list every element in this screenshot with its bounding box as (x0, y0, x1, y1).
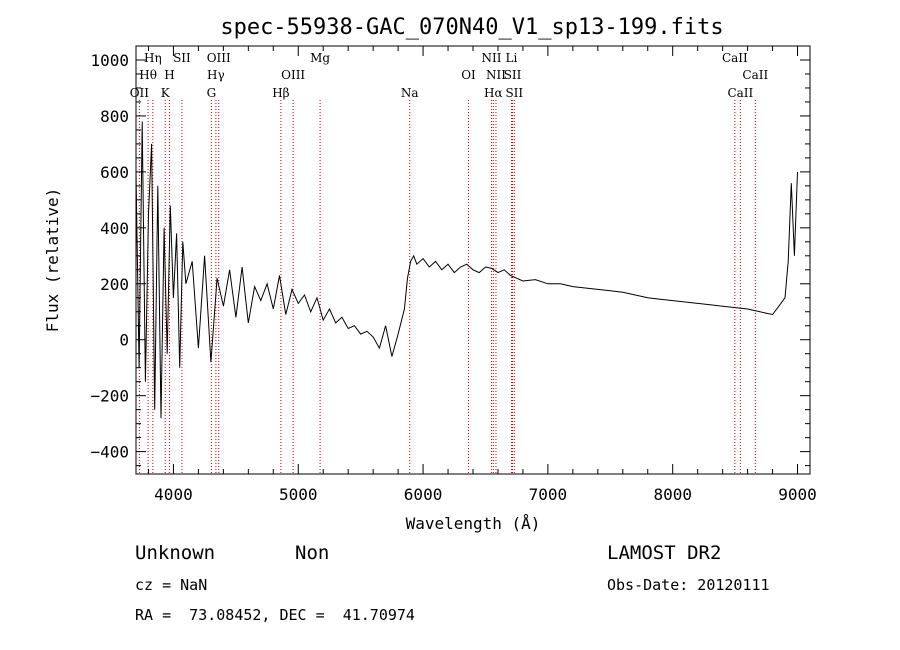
spectrum-series-line (136, 121, 798, 419)
spectral-line-label: OII (130, 86, 150, 100)
y-tick-label: 800 (100, 107, 129, 126)
spectral-line-label: SII (505, 86, 523, 100)
spectral-line-label: Hα (484, 86, 503, 100)
coordinates: RA = 73.08452, DEC = 41.70974 (135, 606, 415, 624)
spectral-line-label: Hγ (207, 68, 225, 82)
spectral-line-label: SII (504, 68, 522, 82)
x-axis-label: Wavelength (Å) (406, 514, 541, 533)
y-axis-ticks: −400 −200 0 200 400 600 800 1000 (90, 45, 810, 467)
spectral-line-label: Hβ (272, 86, 289, 100)
x-axis-ticks: 4000 5000 6000 7000 8000 9000 (147, 46, 817, 504)
spectral-line-label: CaII (722, 51, 748, 65)
spectral-line-label: Mg (310, 51, 330, 65)
redshift-cz: cz = NaN (135, 576, 207, 594)
y-tick-label: −200 (90, 387, 129, 406)
object-class: Unknown (135, 542, 215, 564)
x-tick-label: 5000 (279, 485, 318, 504)
y-tick-label: 200 (100, 275, 129, 294)
y-tick-label: 600 (100, 163, 129, 182)
spectral-line-label: CaII (727, 86, 753, 100)
spectral-line-label: Na (401, 86, 419, 100)
y-tick-label: 400 (100, 219, 129, 238)
spectral-line-label: H (164, 68, 174, 82)
spectral-line-label: NII (481, 51, 501, 65)
spectral-line-label: G (207, 86, 217, 100)
object-subclass: Non (295, 542, 329, 564)
y-tick-label: 1000 (90, 51, 129, 70)
spectral-line-label: OIII (281, 68, 305, 82)
spectral-line-label: CaII (742, 68, 768, 82)
x-tick-label: 9000 (778, 485, 817, 504)
spectral-line-label: K (161, 86, 171, 100)
x-tick-label: 4000 (154, 485, 193, 504)
spectral-line-label: NII (486, 68, 506, 82)
x-tick-label: 7000 (529, 485, 568, 504)
survey-name: LAMOST DR2 (607, 542, 721, 564)
y-axis-label: Flux (relative) (43, 188, 62, 333)
observation-date: Obs-Date: 20120111 (607, 576, 770, 594)
x-tick-label: 6000 (404, 485, 443, 504)
spectral-line-label: Hθ (139, 68, 157, 82)
spectral-line-label: Hη (144, 51, 162, 65)
spectral-line-label: OIII (207, 51, 231, 65)
x-tick-label: 8000 (653, 485, 692, 504)
y-tick-label: 0 (119, 331, 129, 350)
spectral-line-label: OI (461, 68, 476, 82)
spectral-line-label: Li (506, 51, 518, 65)
spectral-line-label: SII (173, 51, 191, 65)
chart-title: spec-55938-GAC_070N40_V1_sp13-199.fits (220, 15, 723, 40)
y-tick-label: −400 (90, 443, 129, 462)
